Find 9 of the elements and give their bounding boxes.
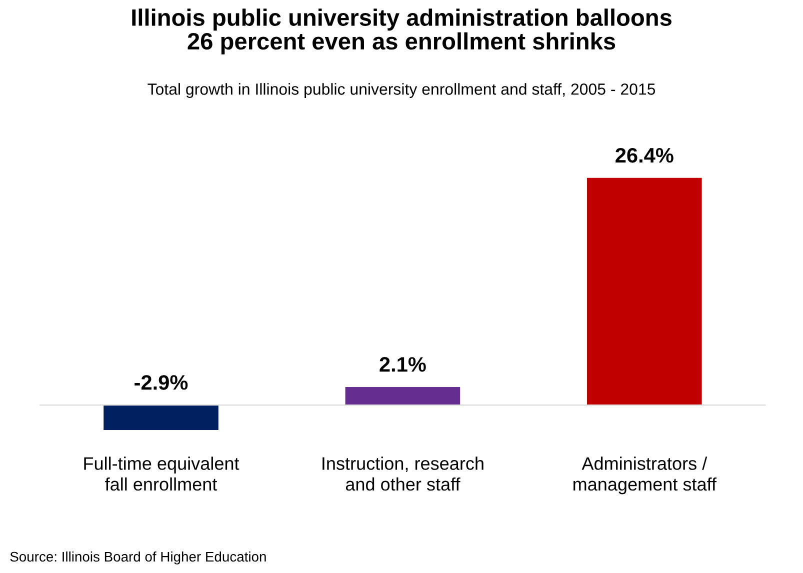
chart-subtitle: Total growth in Illinois public university enrollment and staff, 2005 - 2015 xyxy=(148,83,656,98)
x-tick-label: Instruction, research and other staff xyxy=(322,456,484,491)
chart-title: Illinois public university administration balloons 26 percent even as enrollment shrinks xyxy=(132,8,672,54)
data-label: -2.9% xyxy=(134,375,188,390)
data-label: 26.4% xyxy=(616,148,674,163)
x-tick-label: Administrators / management staff xyxy=(574,456,717,494)
source-note: Source: Illinois Board of Higher Education xyxy=(10,551,266,564)
x-tick-label: Full-time equivalent fall enrollment xyxy=(84,456,240,491)
data-label: 2.1% xyxy=(380,357,426,372)
